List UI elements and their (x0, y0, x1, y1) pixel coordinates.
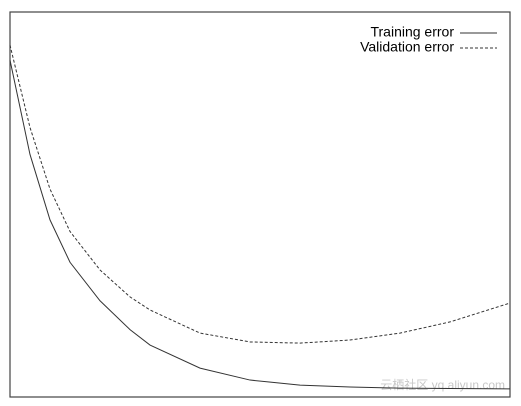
series-line (9, 44, 511, 344)
legend-label: Validation error (360, 39, 454, 55)
legend-label: Training error (370, 24, 454, 40)
series-line (9, 60, 511, 390)
watermark: 云栖社区 yq.aliyun.com (380, 377, 505, 392)
plot-frame (9, 11, 511, 398)
